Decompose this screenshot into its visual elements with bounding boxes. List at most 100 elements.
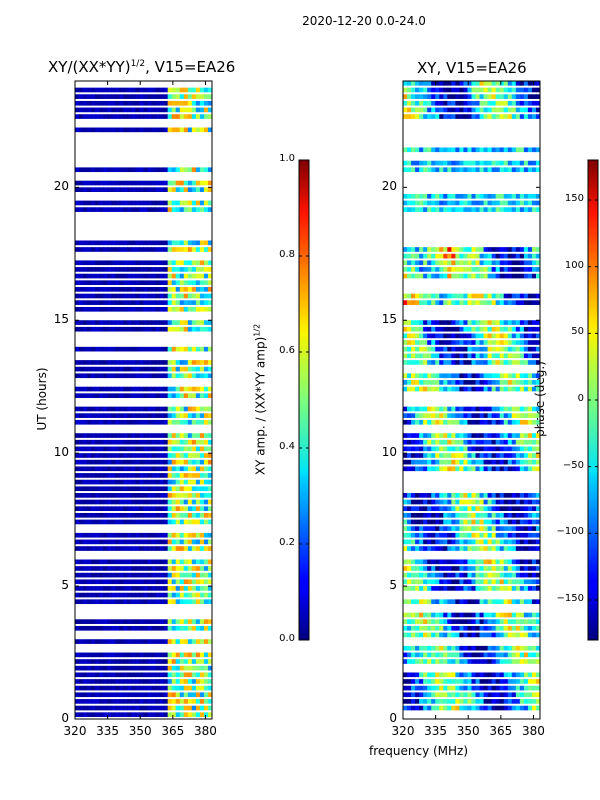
heatmap-cell — [75, 459, 80, 465]
heatmap-cell — [203, 592, 209, 598]
heatmap-cell — [171, 127, 177, 133]
heatmap-cell — [447, 320, 452, 325]
heatmap-cell — [499, 519, 505, 525]
heatmap-cell — [91, 466, 96, 472]
heatmap-cell — [91, 360, 96, 365]
heatmap-cell — [163, 672, 169, 678]
heatmap-cell — [183, 260, 189, 266]
heatmap-cell — [103, 433, 108, 438]
heatmap-cell — [135, 512, 140, 518]
heatmap-cell — [87, 287, 92, 292]
heatmap-cell — [199, 493, 205, 498]
heatmap-cell — [91, 705, 96, 711]
heatmap-cell — [447, 539, 452, 545]
heatmap-cell — [435, 247, 440, 252]
heatmap-cell — [447, 253, 452, 259]
heatmap-cell — [123, 100, 128, 106]
heatmap-cell — [199, 413, 205, 418]
heatmap-cell — [451, 81, 456, 86]
heatmap-cell — [515, 506, 521, 511]
heatmap-cell — [515, 100, 521, 106]
heatmap-cell — [95, 546, 100, 551]
heatmap-cell — [131, 586, 136, 591]
heatmap-cell — [499, 466, 505, 472]
heatmap-cell — [523, 247, 529, 252]
heatmap-cell — [111, 466, 116, 472]
heatmap-cell — [103, 586, 108, 591]
heatmap-cell — [439, 207, 444, 212]
heatmap-cell — [167, 207, 173, 212]
heatmap-cell — [479, 619, 484, 624]
heatmap-cell — [91, 100, 96, 106]
heatmap-cell — [531, 253, 537, 259]
heatmap-cell — [507, 200, 513, 206]
heatmap-cell — [507, 599, 513, 605]
heatmap-cell — [479, 433, 484, 438]
heatmap-cell — [75, 260, 80, 266]
heatmap-cell — [531, 566, 537, 571]
heatmap-cell — [111, 306, 116, 312]
heatmap-cell — [107, 692, 112, 698]
heatmap-cell — [475, 300, 480, 305]
heatmap-cell — [183, 386, 189, 392]
heatmap-cell — [535, 679, 540, 684]
heatmap-cell — [167, 306, 173, 312]
heatmap-cell — [199, 287, 205, 292]
heatmap-cell — [535, 705, 540, 711]
heatmap-cell — [459, 200, 464, 206]
heatmap-cell — [455, 692, 460, 698]
heatmap-cell — [403, 413, 408, 418]
heatmap-cell — [139, 625, 144, 631]
heatmap-cell — [115, 287, 120, 292]
heatmap-cell — [163, 240, 169, 246]
heatmap-cell — [91, 107, 96, 113]
heatmap-cell — [75, 180, 80, 186]
heatmap-cell — [179, 320, 185, 325]
heatmap-cell — [151, 366, 156, 372]
heatmap-cell — [163, 532, 169, 538]
heatmap-cell — [127, 300, 132, 305]
heatmap-cell — [195, 300, 201, 305]
heatmap-cell — [95, 267, 100, 272]
heatmap-cell — [455, 87, 460, 93]
heatmap-cell — [483, 386, 489, 392]
heatmap-cell — [123, 506, 128, 511]
heatmap-cell — [91, 280, 96, 286]
heatmap-cell — [403, 546, 408, 551]
heatmap-cell — [447, 532, 452, 538]
heatmap-cell — [115, 705, 120, 711]
heatmap-cell — [463, 167, 468, 173]
heatmap-cell — [191, 712, 197, 717]
heatmap-cell — [487, 499, 493, 505]
heatmap-cell — [123, 127, 128, 133]
heatmap-cell — [499, 326, 505, 332]
heatmap-cell — [403, 652, 408, 658]
heatmap-cell — [195, 453, 201, 458]
heatmap-cell — [91, 672, 96, 678]
heatmap-cell — [131, 413, 136, 418]
heatmap-cell — [519, 699, 525, 704]
heatmap-cell — [83, 512, 88, 518]
heatmap-cell — [143, 446, 148, 452]
heatmap-cell — [451, 406, 456, 412]
heatmap-cell — [443, 247, 448, 252]
heatmap-cell — [175, 187, 181, 192]
heatmap-cell — [491, 625, 497, 631]
heatmap-cell — [151, 532, 156, 538]
amplitude-colorbar-tick-label: 0.6 — [279, 345, 295, 356]
heatmap-cell — [175, 247, 181, 252]
heatmap-cell — [167, 692, 173, 698]
heatmap-cell — [131, 559, 136, 565]
heatmap-cell — [163, 439, 169, 445]
heatmap-cell — [427, 685, 432, 691]
heatmap-cell — [483, 453, 489, 458]
heatmap-cell — [115, 446, 120, 452]
heatmap-cell — [139, 439, 144, 445]
heatmap-cell — [463, 360, 468, 365]
heatmap-cell — [135, 100, 140, 106]
heatmap-cell — [503, 586, 509, 591]
heatmap-cell — [183, 592, 189, 598]
heatmap-cell — [135, 419, 140, 425]
heatmap-cell — [203, 665, 209, 671]
heatmap-cell — [483, 566, 489, 571]
